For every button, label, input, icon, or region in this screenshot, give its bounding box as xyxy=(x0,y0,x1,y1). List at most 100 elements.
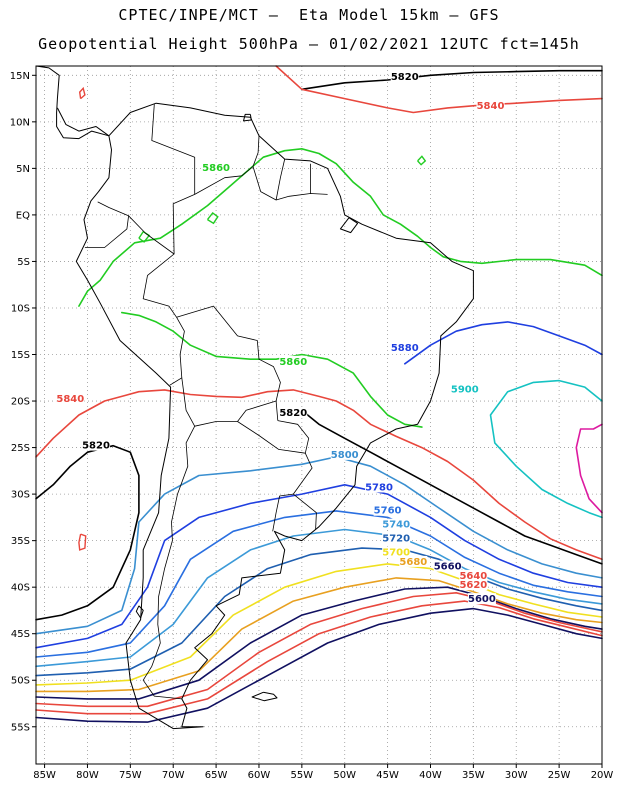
contour-5900 xyxy=(489,379,603,519)
contour-5720 xyxy=(35,547,603,677)
contour-label-bg xyxy=(433,560,462,572)
closed-contour xyxy=(206,212,219,225)
contour-label-bg xyxy=(202,162,231,174)
country-border xyxy=(237,420,310,454)
lon-tick-label: 20W xyxy=(591,770,614,781)
lat-tick-label: 5N xyxy=(16,164,30,175)
lat-tick-label: 50S xyxy=(11,676,30,687)
contour-label: 5820 xyxy=(279,408,307,419)
contour-label-bg xyxy=(382,532,411,544)
lat-tick-label: 15N xyxy=(10,71,30,82)
contour-labels: 5820 5840 5860 5860 5880 5900 5840 5820 5820 5800… xyxy=(56,71,505,605)
map-frame xyxy=(35,65,603,765)
country-border xyxy=(97,104,196,255)
lon-tick-label: 40W xyxy=(419,770,442,781)
contour-lines xyxy=(35,65,603,723)
contour-5860 xyxy=(78,148,603,307)
contour-5840 xyxy=(275,65,603,114)
contour-label: 5820 xyxy=(391,72,419,83)
contour-label: 5700 xyxy=(382,548,410,559)
axis-ticks: 85W 80W 75W 70W 65W 60W 55W 50W 45W 40W 35W 30W 25W 2… xyxy=(10,71,614,781)
coastline-segment xyxy=(75,102,474,730)
country-border xyxy=(142,426,196,700)
contour-label: 5820 xyxy=(82,441,110,452)
coastline-segment xyxy=(56,107,110,137)
lon-tick-label: 45W xyxy=(376,770,399,781)
contour-5840 xyxy=(35,389,603,561)
lon-tick-label: 60W xyxy=(248,770,271,781)
closed-contour xyxy=(78,533,87,551)
contour-5640 xyxy=(35,591,603,708)
contour-label: 5840 xyxy=(56,394,84,405)
lon-tick-label: 25W xyxy=(548,770,571,781)
contour-5600 xyxy=(35,607,603,723)
lon-tick-label: 30W xyxy=(505,770,528,781)
contour-label-bg xyxy=(450,383,479,395)
contour-label: 5900 xyxy=(451,385,479,396)
contour-5860 xyxy=(121,311,423,428)
title-line-1: CPTEC/INPE/MCT – Eta Model 15km – GFS xyxy=(118,6,500,24)
contour-label: 5800 xyxy=(331,450,359,461)
country-border xyxy=(176,305,281,421)
closed-contour xyxy=(78,86,86,100)
contour-label: 5780 xyxy=(365,482,393,493)
lon-tick-label: 85W xyxy=(33,770,56,781)
map-titles: CPTEC/INPE/MCT – Eta Model 15km – GFS Ge… xyxy=(0,0,618,64)
contour-label-bg xyxy=(82,439,111,451)
country-border xyxy=(272,453,313,532)
contour-5740 xyxy=(35,528,603,668)
contour-5700 xyxy=(35,563,603,686)
lat-tick-label: 30S xyxy=(11,490,30,501)
lat-tick-label: 55S xyxy=(11,722,30,733)
contour-label: 5600 xyxy=(468,594,496,605)
grid-lines xyxy=(36,66,603,764)
lon-tick-label: 35W xyxy=(462,770,485,781)
lat-tick-label: 10N xyxy=(10,117,30,128)
country-border xyxy=(252,166,328,201)
coastline-segment xyxy=(339,217,359,234)
country-border xyxy=(84,215,129,248)
lon-tick-label: 80W xyxy=(76,770,99,781)
contour-label-bg xyxy=(279,407,308,418)
contour-label: 5860 xyxy=(279,357,307,368)
contour-label: 5880 xyxy=(391,343,419,354)
contour-unlabeled xyxy=(575,423,603,514)
contour-label-bg xyxy=(382,518,411,530)
country-border xyxy=(293,493,317,530)
contour-label: 5860 xyxy=(202,163,230,174)
lat-tick-label: 45S xyxy=(11,629,30,640)
country-border xyxy=(275,159,286,201)
contour-label-bg xyxy=(467,593,496,605)
contour-label-bg xyxy=(279,355,308,367)
contour-label-bg xyxy=(330,448,359,460)
contour-5780 xyxy=(35,483,603,649)
lat-tick-label: 25S xyxy=(11,443,30,454)
contour-label-bg xyxy=(373,504,402,516)
contour-label-bg xyxy=(459,569,488,581)
contour-label: 5740 xyxy=(382,520,410,531)
coastline-segment xyxy=(35,65,110,140)
contour-label: 5720 xyxy=(382,534,410,545)
contour-label: 5640 xyxy=(459,571,487,582)
contour-5820 xyxy=(35,444,140,621)
contour-label-bg xyxy=(459,579,488,591)
lat-tick-label: EQ xyxy=(16,210,30,221)
closed-contour xyxy=(138,230,151,243)
contour-label: 5620 xyxy=(459,580,487,591)
country-border xyxy=(181,377,277,427)
country-borders xyxy=(84,104,328,700)
lon-tick-label: 75W xyxy=(119,770,142,781)
contour-5680 xyxy=(35,577,603,693)
lat-tick-label: 35S xyxy=(11,536,30,547)
coastline xyxy=(35,65,474,730)
lat-tick-label: 5S xyxy=(17,257,30,268)
contour-label: 5840 xyxy=(477,101,505,112)
contour-5820 xyxy=(300,69,603,91)
contour-label-bg xyxy=(390,341,419,353)
contour-5880 xyxy=(403,321,603,365)
contour-label-bg xyxy=(56,393,85,405)
contour-label-bg xyxy=(476,99,505,111)
contour-5660 xyxy=(35,586,603,700)
contour-label-bg xyxy=(399,555,428,567)
